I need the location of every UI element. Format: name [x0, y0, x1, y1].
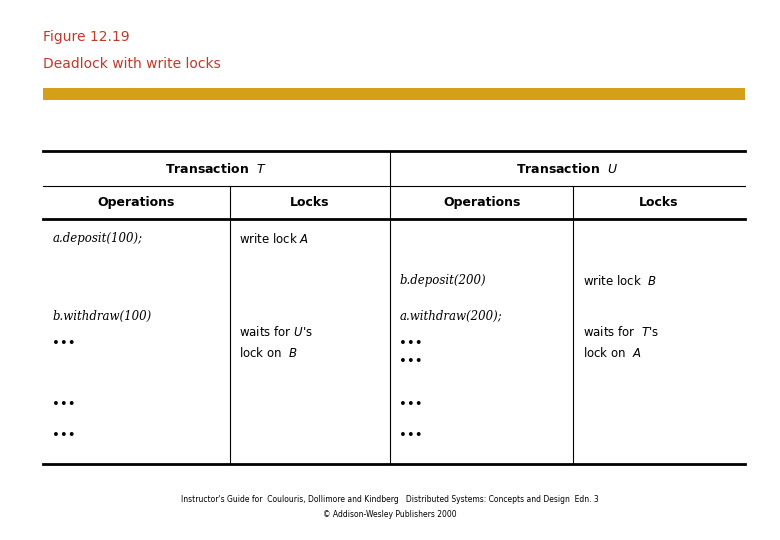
Text: •••: ••• [399, 336, 423, 349]
Text: Transaction  $T$: Transaction $T$ [165, 162, 268, 176]
Text: a.deposit(100);: a.deposit(100); [52, 232, 143, 246]
Text: •••: ••• [52, 397, 76, 410]
Text: Instructor's Guide for  Coulouris, Dollimore and Kindberg   Distributed Systems:: Instructor's Guide for Coulouris, Dollim… [181, 495, 599, 504]
Text: a.withdraw(200);: a.withdraw(200); [399, 310, 502, 323]
Text: write lock $A$: write lock $A$ [239, 232, 310, 246]
Text: •••: ••• [399, 397, 423, 410]
Text: waits for  $T$'s: waits for $T$'s [583, 325, 659, 339]
Text: Operations: Operations [443, 196, 520, 209]
FancyBboxPatch shape [43, 88, 745, 100]
Text: write lock  $B$: write lock $B$ [583, 274, 657, 288]
Text: •••: ••• [399, 355, 423, 368]
Text: lock on  $A$: lock on $A$ [583, 346, 641, 360]
Text: Transaction  $U$: Transaction $U$ [516, 162, 619, 176]
Text: •••: ••• [52, 336, 76, 349]
Text: Deadlock with write locks: Deadlock with write locks [43, 57, 221, 71]
Text: Operations: Operations [98, 196, 176, 209]
Text: b.withdraw(100): b.withdraw(100) [52, 310, 151, 323]
Text: © Addison-Wesley Publishers 2000: © Addison-Wesley Publishers 2000 [323, 510, 457, 518]
Text: •••: ••• [52, 429, 76, 442]
Text: Locks: Locks [640, 196, 679, 209]
Text: Figure 12.19: Figure 12.19 [43, 30, 129, 44]
Text: b.deposit(200): b.deposit(200) [399, 274, 486, 287]
Text: •••: ••• [399, 429, 423, 442]
Text: lock on  $B$: lock on $B$ [239, 346, 299, 360]
Text: waits for $U$'s: waits for $U$'s [239, 325, 314, 339]
Text: Locks: Locks [290, 196, 330, 209]
